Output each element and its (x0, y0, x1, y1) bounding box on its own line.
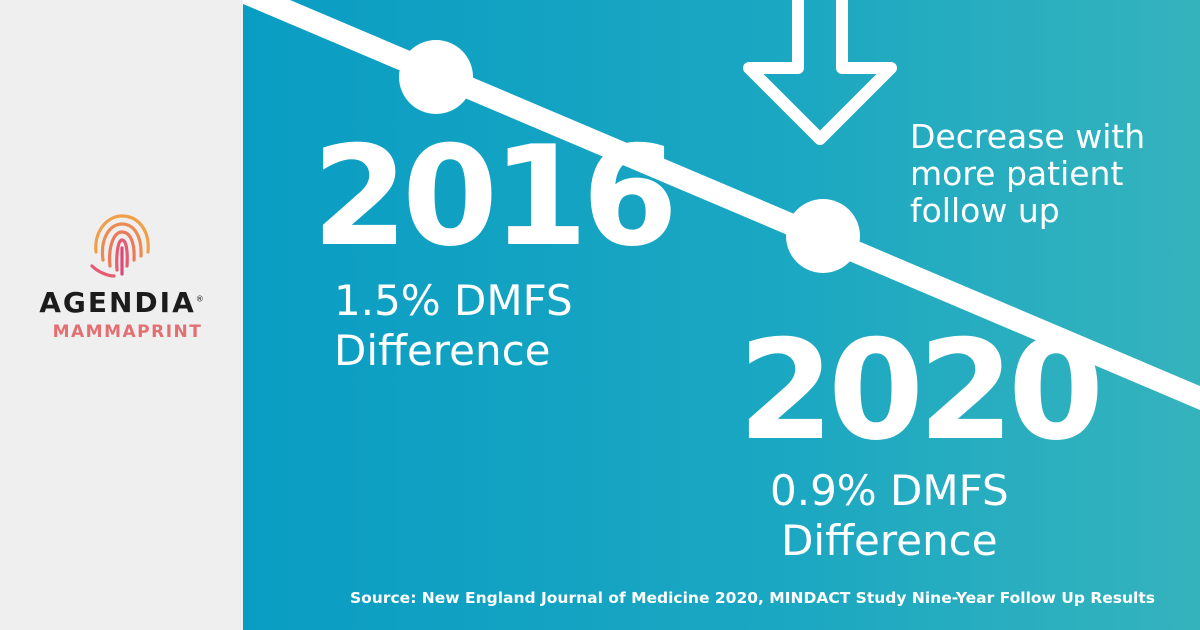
brand-name: AGENDIA® (0, 286, 243, 319)
fingerprint-ring-1 (94, 214, 150, 254)
timeline-panel (243, 0, 1200, 630)
stat-2020-value: 0.9% DMFS (770, 466, 1009, 515)
source-citation: Source: New England Journal of Medicine … (350, 589, 1156, 607)
stat-2016-value: 1.5% DMFS (334, 276, 573, 325)
callout-line-1: Decrease with (910, 117, 1146, 156)
fingerprint-ring-3 (108, 230, 136, 268)
timeline-graphic (243, 0, 1200, 410)
fingerprint-ring-4 (115, 238, 129, 272)
callout-line-2: more patient (910, 154, 1124, 193)
year-2016: 2016 (312, 116, 678, 277)
brand-name-text: AGENDIA (39, 286, 196, 319)
timeline-dot-2020 (786, 199, 860, 273)
product-name: MAMMAPRINT (52, 322, 203, 342)
registered-mark: ® (195, 294, 204, 304)
stat-2020: 0.9% DMFS Difference (770, 466, 1009, 566)
fingerprint-base (90, 264, 116, 278)
stat-2016-label: Difference (334, 326, 551, 375)
year-2020: 2020 (738, 310, 1104, 471)
down-arrow-icon (743, 0, 897, 145)
stat-2016: 1.5% DMFS Difference (334, 276, 573, 376)
callout-line-3: follow up (910, 191, 1060, 230)
decrease-callout: Decrease with more patient follow up (910, 118, 1145, 229)
brand-sidebar: AGENDIA® MAMMAPRINT (0, 0, 243, 630)
timeline-dot-2016 (399, 40, 473, 114)
fingerprint-ring-2 (100, 222, 143, 262)
fingerprint-icon (90, 214, 150, 278)
stat-2020-label: Difference (781, 516, 998, 565)
